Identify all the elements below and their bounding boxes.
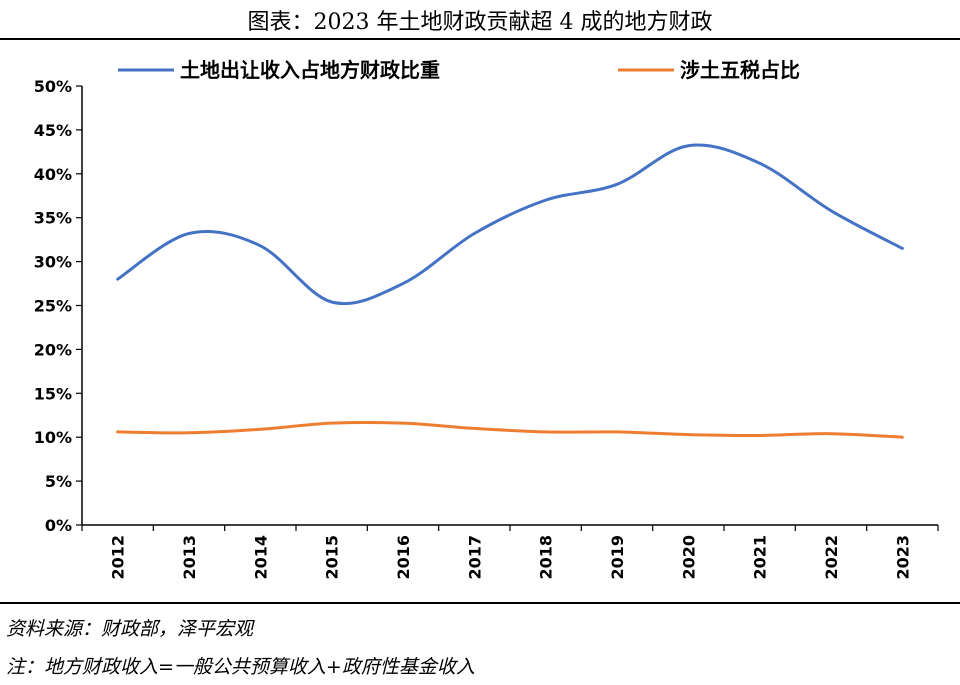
bottom-divider: [0, 602, 960, 604]
chart-title: 图表：2023 年土地财政贡献超 4 成的地方财政: [247, 10, 713, 35]
x-tick-label: 2022: [822, 535, 841, 580]
definition-note: 注：地方财政收入=一般公共预算收入+政府性基金收入: [6, 656, 475, 678]
x-axis: 2012 2013 2014 2015 2016 2017 2018 2019 2020 2021…: [81, 524, 939, 580]
y-tick-label: 5%: [45, 472, 72, 491]
y-tick-label: 10%: [34, 428, 72, 447]
x-tick-label: 2020: [679, 535, 698, 580]
y-tick-label: 50%: [34, 77, 72, 96]
x-tick-label: 2015: [323, 535, 342, 580]
x-tick-label: 2013: [180, 535, 199, 580]
x-tick-label: 2023: [893, 535, 912, 580]
y-tick-label: 0%: [45, 516, 72, 535]
y-tick-label: 20%: [34, 340, 72, 359]
x-tick-label: 2018: [537, 535, 556, 580]
x-tick-label: 2021: [751, 535, 770, 580]
x-tick-label: 2017: [465, 535, 484, 580]
source-note: 资料来源：财政部，泽平宏观: [6, 618, 254, 640]
plot-area: [116, 143, 904, 439]
x-tick-label: 2016: [394, 535, 413, 580]
line-chart: 土地出让收入占地方财政比重 涉土五税占比 0% 5% 10% 15% 20% 25% 30% 3…: [34, 58, 939, 580]
x-tick-label: 2012: [109, 535, 128, 580]
top-divider: [0, 38, 960, 40]
y-axis: 0% 5% 10% 15% 20% 25% 30% 35% 40% 45% 50%: [34, 77, 83, 535]
x-tick-label: 2019: [608, 535, 627, 580]
x-tick-label: 2014: [251, 535, 270, 580]
y-tick-label: 25%: [34, 297, 72, 316]
legend-label-2: 涉土五税占比: [680, 58, 800, 82]
y-tick-label: 45%: [34, 121, 72, 140]
y-tick-label: 35%: [34, 209, 72, 228]
y-tick-label: 15%: [34, 384, 72, 403]
y-tick-label: 40%: [34, 165, 72, 184]
legend: 土地出让收入占地方财政比重 涉土五税占比: [118, 58, 800, 82]
series-line-1: [116, 143, 904, 306]
y-tick-label: 30%: [34, 253, 72, 272]
legend-label-1: 土地出让收入占地方财政比重: [180, 58, 440, 82]
series-line-2: [116, 420, 904, 439]
